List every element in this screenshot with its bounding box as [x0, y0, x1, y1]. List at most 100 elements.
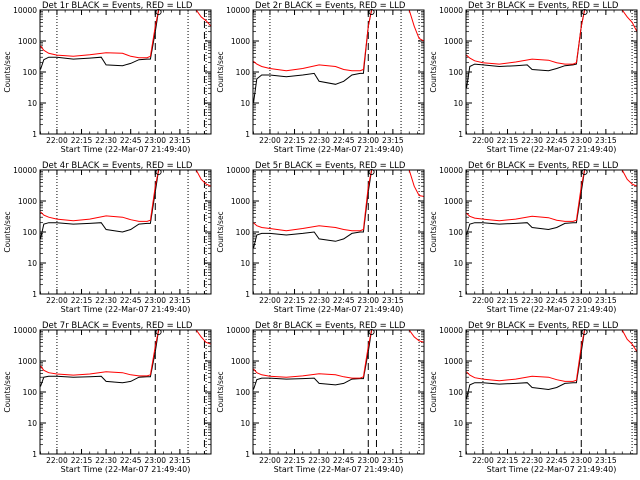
events-series-line	[40, 330, 160, 387]
saturation-marker	[368, 168, 375, 176]
x-tick-label: 22:00	[46, 456, 68, 465]
chart-panel-6: Det 6r BLACK = Events, RED = LLD Counts/s…	[429, 161, 638, 314]
lld-series-line	[253, 170, 424, 232]
y-tick-label: 10	[453, 259, 463, 268]
chart-panel-4: Det 4r BLACK = Events, RED = LLD Counts/s…	[3, 161, 212, 314]
x-tick-label: 22:45	[546, 136, 568, 145]
chart-panel-1: Det 1r BLACK = Events, RED = LLD Counts/s…	[3, 1, 212, 154]
y-tick-label: 1000	[18, 357, 37, 366]
x-tick-label: 23:15	[382, 136, 404, 145]
y-tick-label: 10000	[13, 326, 37, 335]
y-axis-label: Counts/sec	[3, 211, 12, 252]
y-tick-label: 100	[449, 388, 464, 397]
y-axis-label: Counts/sec	[3, 371, 12, 412]
y-tick-label: 10	[453, 419, 463, 428]
saturation-marker	[155, 328, 162, 336]
x-tick-label: 23:00	[357, 296, 379, 305]
x-tick-label: 22:00	[472, 136, 494, 145]
events-series-line	[40, 10, 160, 70]
chart-panel-7: Det 7r BLACK = Events, RED = LLD Counts/s…	[3, 321, 212, 474]
y-tick-label: 100	[236, 228, 251, 237]
y-tick-label: 1	[245, 450, 250, 459]
y-tick-label: 10000	[439, 6, 463, 15]
x-tick-label: 22:00	[472, 296, 494, 305]
saturation-marker	[155, 168, 162, 176]
x-tick-label: 22:45	[120, 296, 142, 305]
y-tick-label: 100	[23, 388, 38, 397]
lld-series-line	[466, 330, 637, 382]
chart-title: Det 1r BLACK = Events, RED = LLD	[42, 1, 193, 11]
chart-panel-2: Det 2r BLACK = Events, RED = LLD Counts/s…	[216, 1, 425, 154]
y-tick-label: 10000	[13, 166, 37, 175]
y-tick-label: 1	[32, 130, 37, 139]
lld-series-line	[253, 10, 424, 72]
y-tick-label: 1000	[231, 37, 250, 46]
chart-title: Det 6r BLACK = Events, RED = LLD	[468, 161, 619, 171]
y-tick-label: 1	[32, 450, 37, 459]
chart-panel-9: Det 9r BLACK = Events, RED = LLD Counts/s…	[429, 321, 638, 474]
x-tick-label: 22:00	[259, 136, 281, 145]
y-tick-label: 1000	[444, 357, 463, 366]
plot-frame	[39, 329, 212, 455]
x-tick-label: 22:30	[308, 456, 330, 465]
x-axis-label: Start Time (22-Mar-07 21:49:40)	[487, 465, 617, 474]
x-tick-label: 22:15	[497, 136, 519, 145]
events-series-line	[40, 170, 160, 240]
events-series-line	[466, 330, 586, 400]
x-tick-label: 22:30	[95, 296, 117, 305]
y-tick-label: 1	[245, 290, 250, 299]
y-tick-label: 1000	[444, 197, 463, 206]
y-tick-label: 1	[32, 290, 37, 299]
y-tick-label: 100	[236, 68, 251, 77]
y-tick-label: 1	[458, 130, 463, 139]
y-tick-label: 1	[458, 450, 463, 459]
x-tick-label: 22:00	[46, 136, 68, 145]
chart-panel-3: Det 3r BLACK = Events, RED = LLD Counts/s…	[429, 1, 638, 154]
y-tick-label: 10000	[13, 6, 37, 15]
y-axis-label: Counts/sec	[216, 211, 225, 252]
y-tick-label: 100	[449, 228, 464, 237]
y-tick-label: 10	[27, 259, 37, 268]
chart-title: Det 7r BLACK = Events, RED = LLD	[42, 321, 193, 331]
x-tick-label: 23:15	[595, 296, 617, 305]
lld-series-line	[253, 330, 424, 379]
y-tick-label: 1	[458, 290, 463, 299]
x-tick-label: 22:30	[521, 296, 543, 305]
x-tick-label: 23:00	[144, 456, 166, 465]
y-tick-label: 100	[23, 68, 38, 77]
x-tick-label: 22:30	[95, 456, 117, 465]
y-tick-label: 100	[236, 388, 251, 397]
y-tick-label: 10	[240, 99, 250, 108]
x-tick-label: 22:15	[497, 296, 519, 305]
x-tick-label: 22:30	[521, 456, 543, 465]
chart-panel-5: Det 5r BLACK = Events, RED = LLD Counts/s…	[216, 161, 425, 314]
plot-frame	[252, 9, 425, 135]
x-tick-label: 23:00	[570, 136, 592, 145]
x-tick-label: 22:30	[308, 136, 330, 145]
y-tick-label: 10000	[439, 166, 463, 175]
lld-series-line	[40, 10, 211, 59]
x-tick-label: 23:00	[357, 456, 379, 465]
chart-title: Det 5r BLACK = Events, RED = LLD	[255, 161, 406, 171]
y-tick-label: 1000	[231, 197, 250, 206]
y-tick-label: 100	[449, 68, 464, 77]
y-tick-label: 1000	[18, 197, 37, 206]
events-series-line	[253, 330, 373, 390]
x-tick-label: 22:45	[546, 296, 568, 305]
saturation-marker	[368, 8, 375, 16]
x-axis-label: Start Time (22-Mar-07 21:49:40)	[487, 145, 617, 154]
x-tick-label: 22:00	[259, 296, 281, 305]
y-axis-label: Counts/sec	[216, 371, 225, 412]
x-tick-label: 23:15	[382, 456, 404, 465]
plot-frame	[39, 169, 212, 295]
saturation-marker	[581, 168, 588, 176]
y-tick-label: 10	[27, 419, 37, 428]
x-axis-label: Start Time (22-Mar-07 21:49:40)	[487, 305, 617, 314]
y-tick-label: 1000	[231, 357, 250, 366]
x-tick-label: 22:15	[71, 296, 93, 305]
x-tick-label: 23:00	[570, 456, 592, 465]
x-axis-label: Start Time (22-Mar-07 21:49:40)	[274, 465, 404, 474]
y-axis-label: Counts/sec	[429, 371, 438, 412]
x-axis-label: Start Time (22-Mar-07 21:49:40)	[274, 305, 404, 314]
